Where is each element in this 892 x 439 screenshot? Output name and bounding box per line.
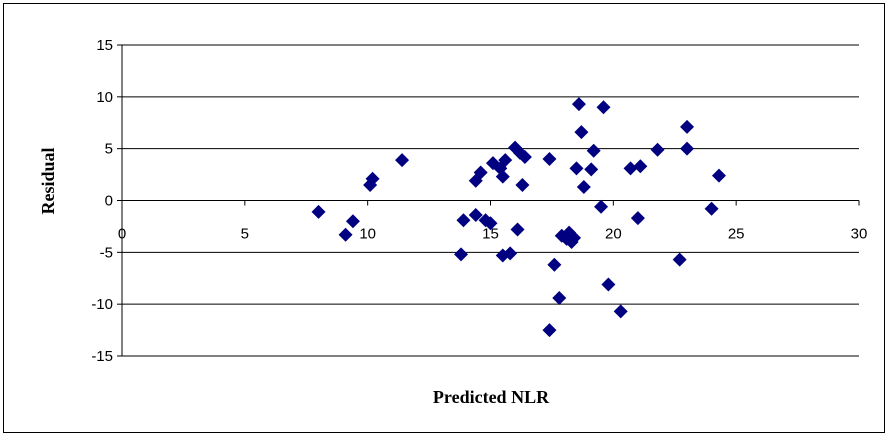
data-point bbox=[503, 246, 518, 261]
y-tick-label: 10 bbox=[96, 89, 113, 106]
data-points bbox=[311, 97, 726, 338]
data-point bbox=[613, 304, 628, 319]
x-tick-label: 10 bbox=[359, 226, 376, 243]
y-axis-title: Residual bbox=[38, 147, 58, 214]
data-point bbox=[633, 159, 648, 174]
data-point bbox=[454, 247, 469, 262]
data-point bbox=[365, 171, 380, 186]
data-point bbox=[456, 213, 471, 228]
data-point bbox=[574, 125, 589, 140]
x-tick-label: 5 bbox=[241, 226, 249, 243]
x-tick-label: 20 bbox=[605, 226, 622, 243]
y-tick-label: -15 bbox=[91, 348, 113, 365]
data-point bbox=[594, 199, 609, 214]
data-point bbox=[395, 153, 410, 168]
data-point bbox=[311, 204, 326, 219]
data-point bbox=[571, 97, 586, 112]
axes bbox=[117, 44, 860, 357]
data-point bbox=[473, 165, 488, 180]
data-point bbox=[576, 180, 591, 195]
data-point bbox=[517, 149, 532, 164]
data-point bbox=[338, 227, 353, 242]
data-point bbox=[623, 161, 638, 176]
data-point bbox=[680, 141, 695, 156]
data-point bbox=[680, 119, 695, 134]
data-point bbox=[515, 177, 530, 192]
data-point bbox=[483, 216, 498, 231]
data-point bbox=[601, 277, 616, 292]
y-tick-label: -5 bbox=[100, 244, 113, 261]
x-tick-label: 30 bbox=[851, 226, 868, 243]
data-point bbox=[630, 211, 645, 226]
y-tick-label: 15 bbox=[96, 37, 113, 54]
x-tick-label: 15 bbox=[482, 226, 499, 243]
data-point bbox=[567, 230, 582, 245]
data-point bbox=[542, 152, 557, 167]
data-point bbox=[672, 252, 687, 267]
data-point bbox=[584, 162, 599, 177]
data-point bbox=[510, 222, 525, 237]
y-tick-label: 5 bbox=[105, 141, 113, 158]
data-point bbox=[569, 161, 584, 176]
chart-area: 15 10 5 0 -5 -10 -15 0 5 10 15 20 25 30 Residual Pred… bbox=[3, 3, 885, 433]
data-point bbox=[345, 214, 360, 229]
data-point bbox=[468, 208, 483, 223]
y-tick-label: -10 bbox=[91, 296, 113, 313]
scatter-plot: 15 10 5 0 -5 -10 -15 0 5 10 15 20 25 30 Residual Pred… bbox=[38, 37, 867, 407]
data-point bbox=[596, 100, 611, 115]
data-point bbox=[711, 168, 726, 183]
data-point bbox=[495, 169, 510, 184]
x-tick-label: 0 bbox=[118, 226, 126, 243]
x-axis-title: Predicted NLR bbox=[433, 387, 550, 407]
data-point bbox=[552, 290, 567, 305]
data-point bbox=[650, 142, 665, 157]
y-tick-label: 0 bbox=[105, 193, 113, 210]
data-point bbox=[498, 153, 513, 168]
data-point bbox=[542, 323, 557, 338]
tick-labels: 15 10 5 0 -5 -10 -15 0 5 10 15 20 25 30 bbox=[91, 37, 867, 365]
data-point bbox=[704, 201, 719, 216]
x-tick-label: 25 bbox=[728, 226, 745, 243]
data-point bbox=[586, 143, 601, 158]
data-point bbox=[547, 257, 562, 272]
